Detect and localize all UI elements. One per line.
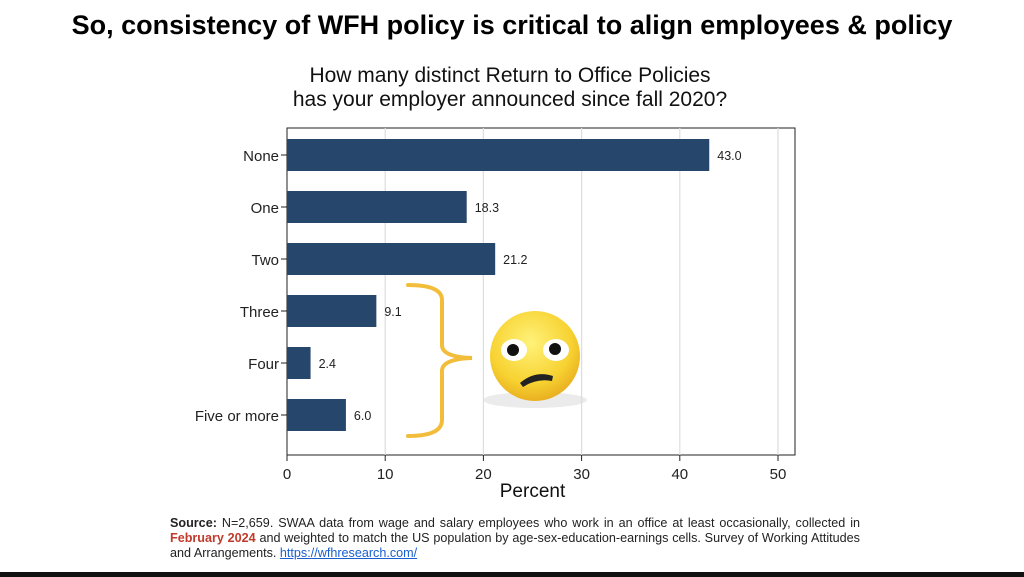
x-tick-label: 50 (770, 466, 787, 483)
emoji-pupil-right (549, 343, 561, 355)
x-tick-label: 40 (671, 466, 688, 483)
source-label: Source: (170, 516, 217, 530)
bar-value-label: 21.2 (503, 253, 527, 267)
category-label: Two (251, 252, 279, 269)
bar (287, 347, 311, 379)
slide-title: So, consistency of WFH policy is critica… (71, 10, 953, 40)
x-tick-label: 30 (573, 466, 590, 483)
x-axis-label: Percent (500, 481, 566, 502)
emoji-mouth (520, 374, 553, 387)
source-text-2: and weighted to match the US population … (170, 531, 860, 560)
bar-value-label: 9.1 (384, 305, 401, 319)
brace-annotation (406, 283, 473, 438)
category-label: Four (248, 356, 279, 373)
source-text-1: N=2,659. SWAA data from wage and salary … (216, 516, 860, 530)
bar-value-label: 6.0 (354, 409, 371, 423)
bar (287, 399, 346, 431)
bar-value-label: 43.0 (717, 149, 741, 163)
bar (287, 139, 710, 171)
emoji-pupil-left (507, 344, 519, 356)
bar (287, 295, 377, 327)
bar (287, 191, 467, 223)
chart-title: How many distinct Return to Office Polic… (190, 64, 830, 112)
category-label: Three (240, 304, 279, 321)
source-date-highlight: February 2024 (170, 531, 256, 545)
source-link[interactable]: https://wfhresearch.com/ (279, 546, 418, 560)
source-note: Source: N=2,659. SWAA data from wage and… (170, 516, 860, 561)
chart-title-line-1: How many distinct Return to Office Polic… (309, 64, 711, 87)
emoji-face (490, 311, 580, 401)
category-label: One (251, 200, 279, 217)
x-tick-label: 0 (283, 466, 291, 483)
bar-value-label: 18.3 (475, 201, 499, 215)
bar (287, 243, 496, 275)
worried-face-emoji (483, 311, 587, 408)
x-tick-label: 20 (475, 466, 492, 483)
chart-title-line-2: has your employer announced since fall 2… (292, 88, 728, 111)
x-tick-label: 10 (377, 466, 394, 483)
bottom-rule (0, 572, 1024, 577)
bar-value-label: 2.4 (319, 357, 336, 371)
category-label: Five or more (195, 408, 279, 425)
category-label: None (243, 148, 279, 165)
